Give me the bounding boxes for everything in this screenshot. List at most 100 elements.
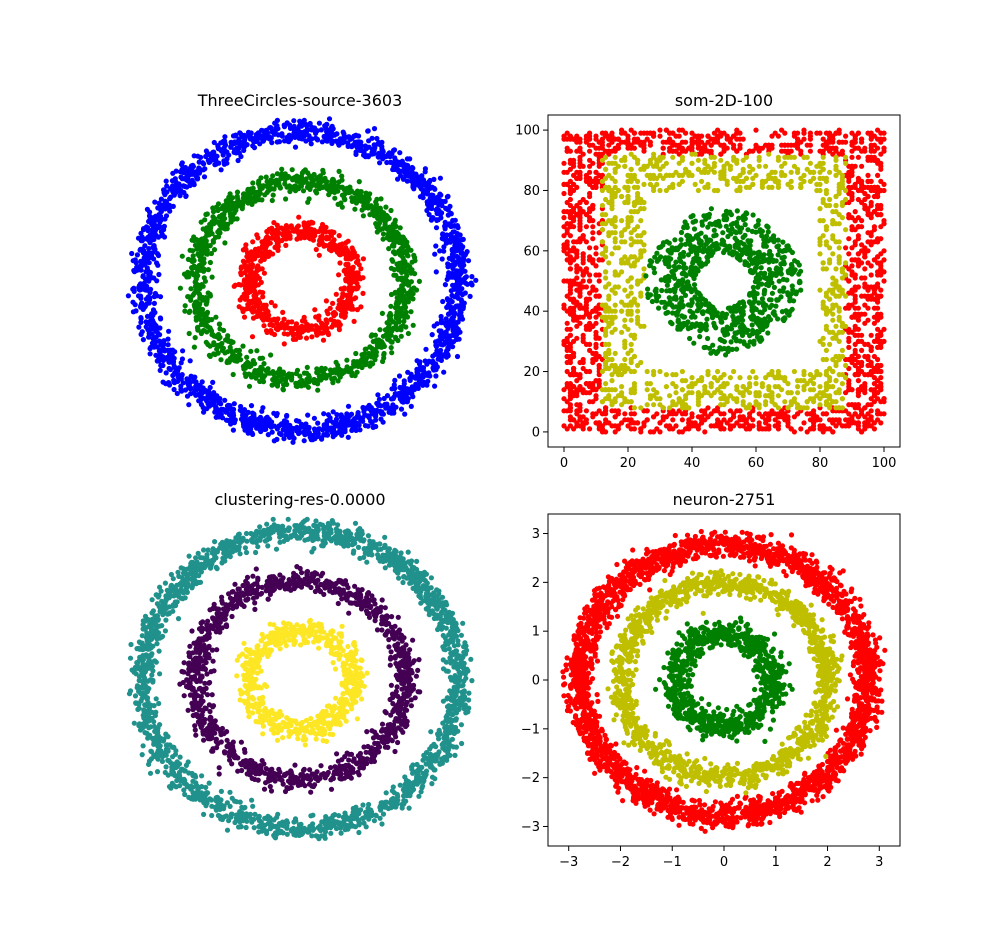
data-point	[371, 126, 378, 132]
data-point	[158, 229, 164, 235]
data-point	[344, 357, 350, 363]
data-point	[351, 133, 357, 139]
data-point	[315, 420, 321, 426]
data-point	[593, 178, 599, 184]
data-point	[849, 227, 855, 233]
data-point	[587, 218, 593, 224]
data-point	[187, 308, 193, 314]
data-point	[201, 275, 207, 281]
data-point	[590, 284, 596, 290]
data-point	[351, 318, 357, 324]
data-point	[263, 328, 270, 334]
data-point	[152, 199, 158, 205]
data-point	[205, 401, 211, 407]
data-point	[321, 243, 327, 249]
data-point	[878, 206, 884, 212]
data-point	[849, 329, 855, 335]
data-point	[331, 318, 338, 324]
data-point	[804, 429, 810, 435]
data-point	[360, 290, 366, 296]
data-point	[299, 131, 305, 137]
data-point	[401, 268, 407, 274]
data-point	[250, 239, 256, 245]
data-point	[321, 411, 327, 417]
data-point	[457, 315, 463, 321]
data-point	[410, 184, 416, 190]
data-point	[374, 342, 380, 348]
data-point	[271, 438, 277, 444]
data-point	[241, 191, 247, 197]
data-point	[300, 188, 307, 194]
data-point	[326, 116, 333, 122]
data-point	[303, 176, 309, 182]
data-point	[365, 423, 371, 429]
data-point	[410, 322, 416, 328]
data-point	[191, 344, 197, 350]
data-point	[166, 328, 172, 334]
data-point	[445, 351, 451, 357]
data-point	[381, 350, 387, 357]
data-point	[453, 303, 459, 309]
data-point	[222, 397, 228, 403]
data-point	[246, 422, 252, 428]
data-point	[234, 199, 241, 205]
data-point	[363, 190, 369, 196]
data-point	[587, 142, 593, 148]
data-point	[323, 298, 329, 304]
data-point	[852, 218, 858, 224]
data-point	[288, 330, 294, 336]
data-point	[179, 356, 185, 362]
data-point	[868, 387, 874, 393]
data-point	[224, 149, 230, 155]
data-point	[324, 128, 330, 134]
data-point	[179, 253, 185, 259]
data-point	[444, 222, 450, 228]
data-point	[567, 290, 574, 296]
data-point	[174, 182, 180, 188]
data-point	[246, 383, 253, 389]
data-point	[408, 403, 414, 409]
data-point	[296, 214, 302, 220]
data-point	[243, 373, 249, 379]
data-point	[319, 139, 325, 145]
data-point	[238, 357, 244, 363]
data-point	[846, 251, 852, 257]
data-point	[464, 249, 470, 255]
data-point	[798, 426, 804, 432]
data-point	[151, 233, 158, 239]
data-point	[157, 219, 163, 225]
data-point	[214, 219, 220, 225]
data-point	[635, 420, 641, 426]
data-point	[330, 434, 336, 440]
data-point	[450, 317, 456, 323]
data-point	[833, 423, 839, 429]
data-point	[210, 209, 217, 215]
data-point	[577, 408, 583, 414]
data-point	[445, 333, 452, 339]
data-point	[202, 241, 208, 247]
data-point	[590, 236, 596, 242]
data-point	[223, 201, 229, 208]
data-point	[868, 272, 874, 278]
data-point	[228, 219, 234, 225]
data-point	[188, 286, 194, 292]
data-point	[276, 373, 282, 379]
data-point	[158, 356, 164, 362]
data-point	[186, 402, 192, 408]
data-point	[138, 230, 144, 236]
data-point	[207, 259, 213, 266]
data-point	[200, 167, 206, 173]
data-point	[302, 225, 308, 231]
data-point	[356, 422, 362, 428]
data-point	[855, 378, 862, 384]
data-point	[236, 347, 242, 353]
data-point	[303, 335, 310, 341]
data-point	[323, 122, 330, 128]
data-point	[596, 139, 602, 145]
data-point	[567, 266, 574, 272]
data-point	[574, 420, 580, 426]
data-point	[349, 245, 355, 251]
data-point	[336, 168, 342, 174]
data-point	[353, 350, 359, 357]
data-point	[275, 235, 281, 241]
